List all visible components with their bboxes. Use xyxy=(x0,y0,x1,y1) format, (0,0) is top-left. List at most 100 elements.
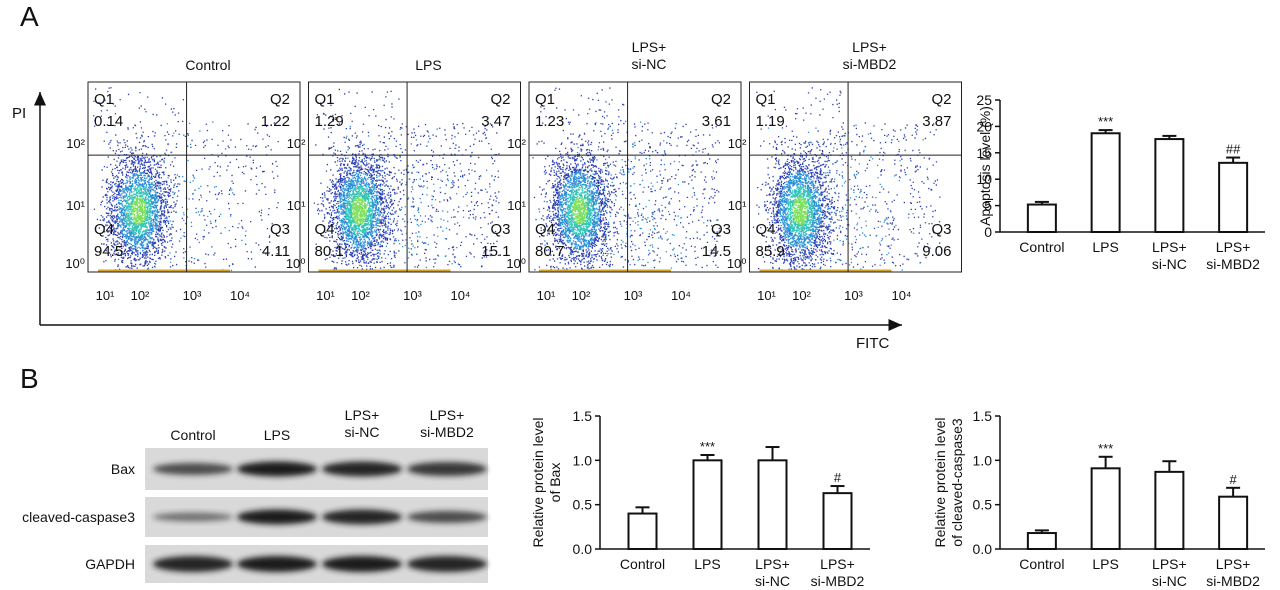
x-tick-label: 10² xyxy=(351,288,370,303)
quadrant-percent: 80.1 xyxy=(315,243,344,260)
protein-band xyxy=(322,509,402,525)
protein-band xyxy=(407,462,487,476)
panel-title: LPS xyxy=(415,57,441,73)
protein-band xyxy=(407,556,487,572)
quadrant-percent: 1.22 xyxy=(261,113,290,130)
x-tick-label: LPS xyxy=(1092,239,1118,255)
quadrant-percent: 4.11 xyxy=(262,243,290,260)
x-tick-label: 10¹ xyxy=(757,288,776,303)
protein-band xyxy=(407,511,487,523)
y-tick-label: 0.0 xyxy=(573,541,593,557)
panel-label: A xyxy=(20,1,39,32)
x-tick-label: LPS+ si-NC xyxy=(755,556,790,589)
quadrant-percent: 80.7 xyxy=(535,243,564,260)
significance-mark: *** xyxy=(700,439,715,454)
y-tick-label: 1.0 xyxy=(973,452,993,468)
significance-mark: ## xyxy=(1226,142,1241,157)
x-tick-label: 10³ xyxy=(844,288,863,303)
quadrant-percent: 1.23 xyxy=(535,113,564,130)
panel-title: Control xyxy=(185,57,230,73)
y-tick-label: 1.5 xyxy=(973,408,993,424)
bar xyxy=(1026,532,1057,550)
y-tick-label: 10² xyxy=(728,136,747,151)
quadrant-label: Q4 xyxy=(535,221,555,238)
x-tick-label: LPS+ si-NC xyxy=(1152,556,1187,589)
y-tick-label: 20 xyxy=(976,118,992,134)
quadrant-label: Q1 xyxy=(756,91,776,108)
y-tick-label: 25 xyxy=(976,92,992,108)
y-axis-label: Relative protein levelof Bax xyxy=(530,418,563,548)
x-tick-label: 10² xyxy=(572,288,591,303)
axis-label: PI xyxy=(12,105,26,122)
panel-label: B xyxy=(20,363,39,394)
quadrant-label: Q4 xyxy=(756,221,776,238)
bar xyxy=(1218,495,1249,551)
significance-mark: # xyxy=(834,470,842,485)
blot-row-label: Bax xyxy=(111,461,135,477)
event-density xyxy=(786,185,815,237)
protein-band xyxy=(322,461,402,477)
quadrant-label: Q1 xyxy=(94,91,114,108)
y-tick-label: 10⁰ xyxy=(727,256,747,271)
bar xyxy=(1090,467,1121,550)
y-tick-label: 0.5 xyxy=(973,497,993,513)
bar xyxy=(822,492,853,551)
y-tick-label: 0.5 xyxy=(573,497,593,513)
quadrant-percent: 0.14 xyxy=(94,113,123,130)
x-tick-label: Control xyxy=(1019,239,1064,255)
quadrant-label: Q4 xyxy=(315,221,335,238)
lane-label: Control xyxy=(170,427,215,443)
event-density xyxy=(327,125,491,272)
panel-title: LPS+ si-MBD2 xyxy=(843,39,897,72)
plot-frame xyxy=(749,81,962,273)
quadrant-percent: 3.87 xyxy=(922,113,951,130)
protein-band xyxy=(237,509,317,525)
x-tick-label: 10² xyxy=(131,288,150,303)
bar xyxy=(1218,161,1249,233)
bar xyxy=(757,459,788,551)
x-tick-label: LPS+ si-MBD2 xyxy=(811,556,865,589)
quadrant-percent: 85.9 xyxy=(756,243,785,260)
x-tick-label: LPS+ si-MBD2 xyxy=(1206,556,1260,589)
y-tick-label: 10² xyxy=(287,136,306,151)
y-tick-label: 10⁰ xyxy=(65,256,85,271)
protein-band xyxy=(237,461,317,477)
event-density xyxy=(538,120,718,272)
x-tick-label: 10⁴ xyxy=(230,288,250,303)
x-tick-label: 10² xyxy=(792,288,811,303)
x-tick-label: LPS xyxy=(694,556,720,572)
y-tick-label: 15 xyxy=(976,145,992,161)
quadrant-label: Q1 xyxy=(315,91,335,108)
y-tick-label: 10² xyxy=(66,136,85,151)
quadrant-percent: 15.1 xyxy=(481,243,510,260)
quadrant-percent: 1.19 xyxy=(756,113,785,130)
quadrant-label: Q3 xyxy=(711,221,731,238)
y-tick-label: 0.0 xyxy=(973,541,993,557)
protein-band xyxy=(153,556,233,572)
bar xyxy=(1026,203,1057,234)
lane-label: LPS+ si-NC xyxy=(345,407,380,440)
x-tick-label: 10⁴ xyxy=(671,288,691,303)
y-tick-label: 10 xyxy=(976,171,992,187)
plot-frame xyxy=(528,81,742,273)
quadrant-percent: 14.5 xyxy=(702,243,731,260)
y-tick-label: 5 xyxy=(984,198,992,214)
event-density xyxy=(130,197,147,225)
quadrant-label: Q3 xyxy=(270,221,290,238)
x-tick-label: LPS+ si-MBD2 xyxy=(1206,239,1260,272)
y-axis-label: Relative protein levelof cleaved-caspase… xyxy=(932,418,965,548)
event-density xyxy=(114,121,252,272)
quadrant-label: Q2 xyxy=(490,91,510,108)
panel-title: LPS+ si-NC xyxy=(632,39,667,72)
y-tick-label: 10⁰ xyxy=(506,256,526,271)
event-density xyxy=(351,196,368,226)
blot-row-label: cleaved-caspase3 xyxy=(22,509,135,525)
bar xyxy=(627,512,658,550)
x-tick-label: Control xyxy=(620,556,665,572)
quadrant-label: Q3 xyxy=(931,221,951,238)
blot-row-label: GAPDH xyxy=(85,556,135,572)
y-tick-label: 10¹ xyxy=(507,198,526,213)
quadrant-label: Q2 xyxy=(270,91,290,108)
quadrant-percent: 9.06 xyxy=(922,243,951,260)
